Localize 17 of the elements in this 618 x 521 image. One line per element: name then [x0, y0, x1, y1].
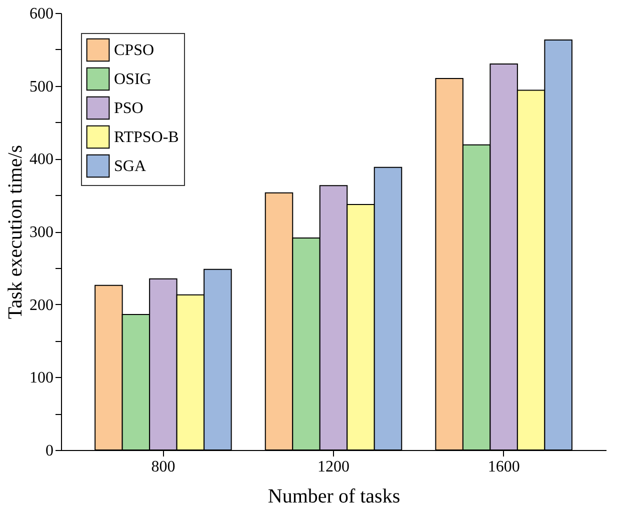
legend-label: CPSO [114, 42, 154, 59]
legend-label: SGA [114, 158, 146, 175]
x-axis-title: Number of tasks [268, 486, 400, 508]
y-tick-label: 500 [30, 78, 54, 96]
legend-label: RTPSO-B [114, 129, 179, 146]
x-tick-label: 800 [151, 458, 176, 476]
y-tick-label: 200 [30, 296, 54, 314]
legend-label: OSIG [114, 71, 152, 88]
y-tick-label: 100 [30, 370, 54, 387]
y-tick-label: 400 [30, 151, 54, 168]
x-tick-label: 1600 [488, 458, 520, 476]
y-axis-title: Task execution time/s [4, 144, 26, 320]
y-tick-label: 300 [30, 224, 54, 241]
y-tick-label: 0 [46, 442, 54, 460]
x-tick-label: 1200 [318, 458, 350, 476]
y-tick-label: 600 [30, 6, 54, 22]
legend-label: PSO [114, 100, 144, 117]
